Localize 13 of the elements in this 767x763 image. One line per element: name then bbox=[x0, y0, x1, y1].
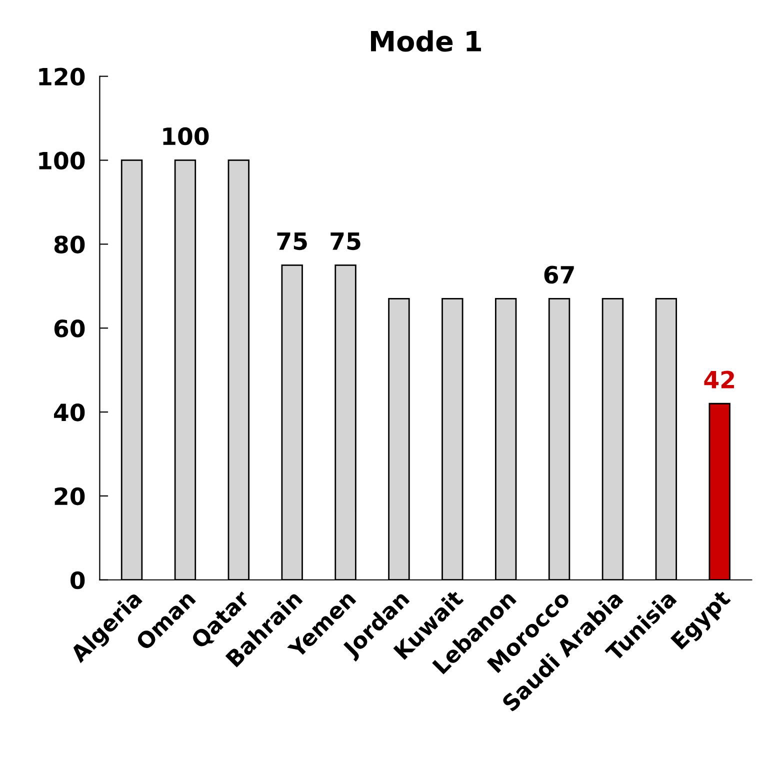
data-label: 67 bbox=[544, 266, 574, 284]
y-tick-label: 120 bbox=[39, 68, 85, 86]
chart-title: Mode 1 bbox=[371, 30, 481, 52]
y-tick-label: 20 bbox=[54, 487, 85, 506]
y-tick-label: 40 bbox=[54, 403, 85, 422]
y-tick-label: 60 bbox=[54, 320, 85, 338]
data-label: 75 bbox=[330, 232, 360, 250]
data-label: 42 bbox=[704, 370, 734, 388]
y-tick-label: 100 bbox=[39, 152, 85, 170]
data-label: 100 bbox=[163, 127, 209, 146]
y-tick-label: 80 bbox=[54, 236, 85, 254]
y-tick-label: 0 bbox=[70, 571, 85, 590]
data-label: 75 bbox=[277, 232, 307, 250]
